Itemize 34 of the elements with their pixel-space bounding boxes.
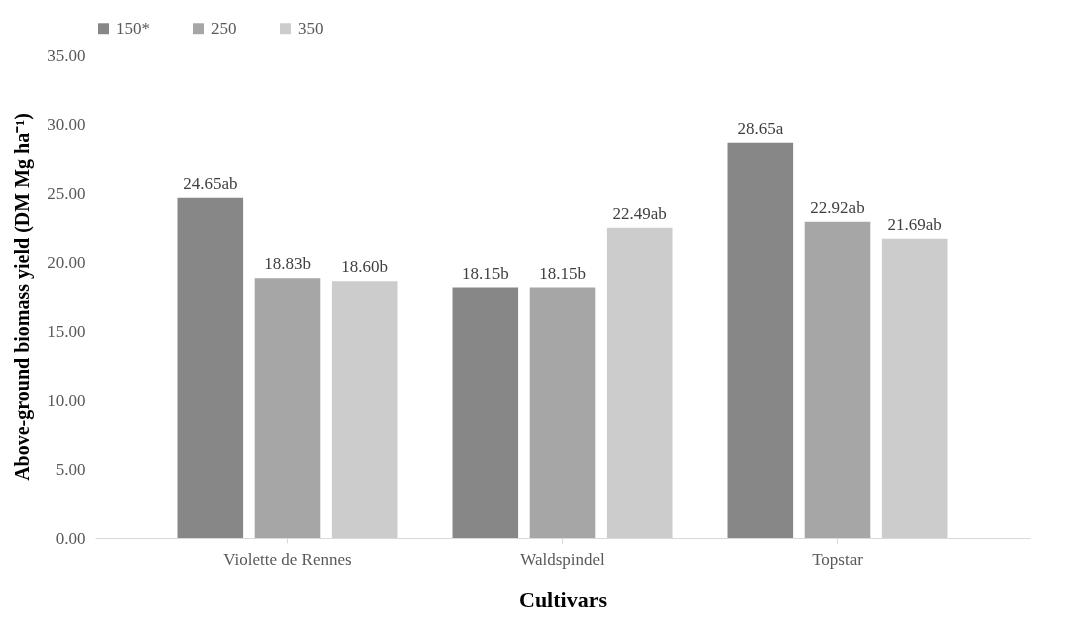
bar: [881, 238, 948, 538]
bar: [452, 287, 519, 538]
x-tick-label: Waldspindel: [520, 549, 606, 569]
data-label: 21.69ab: [887, 214, 942, 234]
bar: [331, 281, 398, 538]
y-tick-label: 15.00: [47, 321, 86, 341]
y-tick-label: 35.00: [47, 45, 86, 65]
y-tick-label: 0.00: [55, 528, 86, 548]
bar: [529, 287, 596, 538]
data-label: 18.15b: [539, 263, 586, 283]
y-tick-label: 20.00: [47, 252, 86, 272]
bar: [804, 221, 871, 538]
x-tick-label: Topstar: [812, 549, 864, 569]
legend-label: 150*: [116, 18, 150, 38]
bar: [177, 197, 244, 538]
data-label: 22.49ab: [612, 203, 667, 223]
data-label: 28.65a: [737, 118, 784, 138]
y-tick-label: 5.00: [55, 459, 86, 479]
y-tick-label: 30.00: [47, 114, 86, 134]
y-tick-label: 25.00: [47, 183, 86, 203]
y-axis-title: Above-ground biomass yield (DM Mg ha⁻¹): [11, 113, 35, 481]
bar: [727, 142, 794, 538]
bar: [254, 278, 321, 538]
y-tick-label: 10.00: [47, 390, 86, 410]
legend-label: 350: [298, 18, 324, 38]
x-tick-label: Violette de Rennes: [223, 549, 352, 569]
legend-label: 250: [211, 18, 237, 38]
data-label: 22.92ab: [810, 197, 865, 217]
data-label: 18.83b: [264, 254, 311, 274]
x-axis-title: Cultivars: [519, 586, 608, 612]
bar: [606, 227, 673, 538]
data-label: 18.60b: [341, 257, 389, 277]
data-label: 24.65ab: [183, 173, 238, 193]
data-label: 18.15b: [461, 263, 509, 283]
